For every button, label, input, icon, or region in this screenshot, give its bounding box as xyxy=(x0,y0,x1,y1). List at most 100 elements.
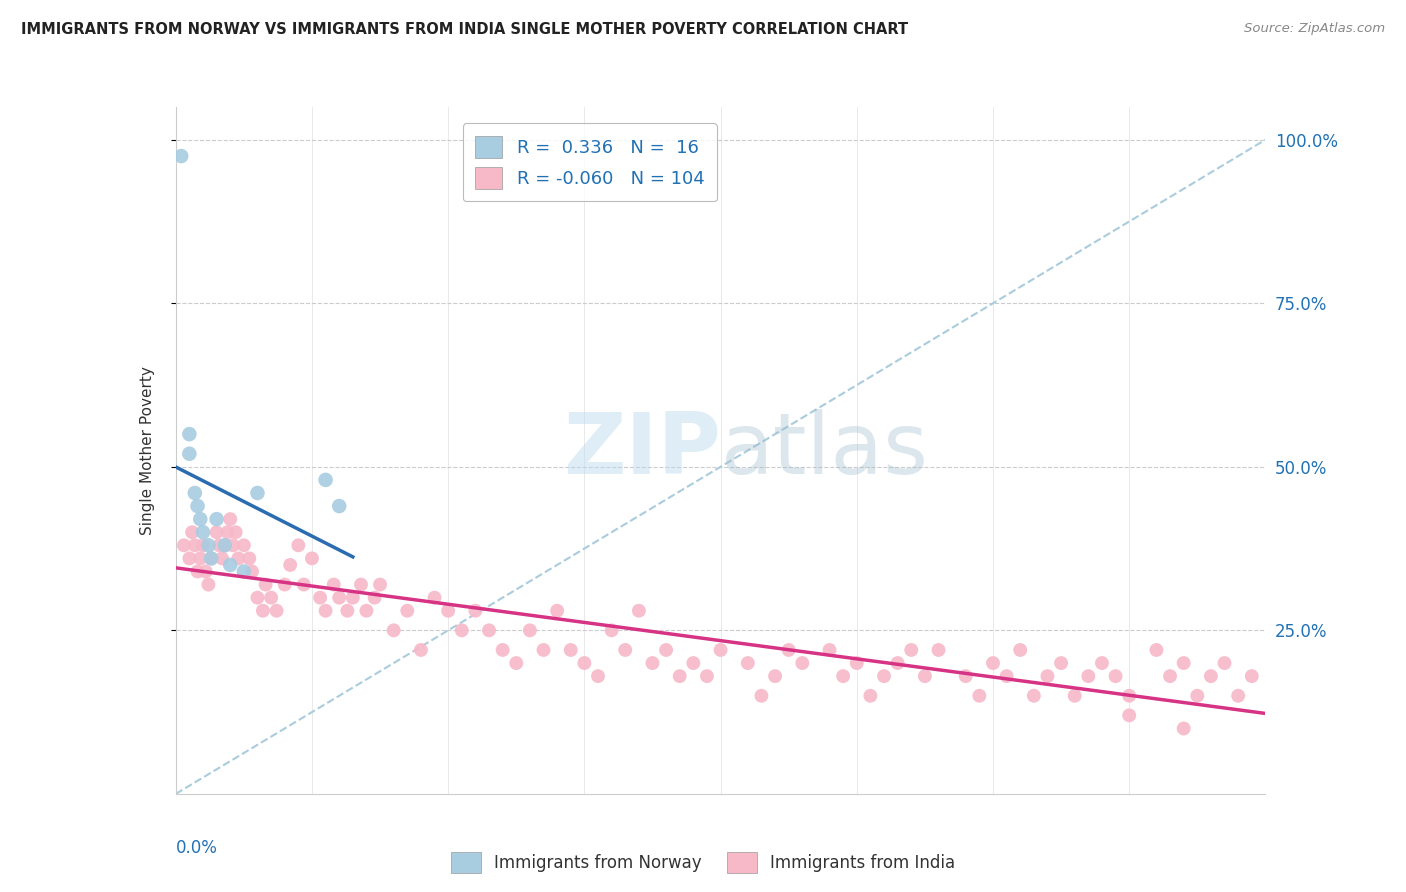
Point xyxy=(1050,656,1073,670)
Point xyxy=(301,551,323,566)
Point xyxy=(211,551,233,566)
Point xyxy=(682,656,704,670)
Point xyxy=(170,149,193,163)
Point xyxy=(1063,689,1085,703)
Point xyxy=(266,604,288,618)
Point xyxy=(969,689,991,703)
Point xyxy=(356,604,378,618)
Point xyxy=(505,656,527,670)
Point xyxy=(232,538,254,552)
Legend: R =  0.336   N =  16, R = -0.060   N = 104: R = 0.336 N = 16, R = -0.060 N = 104 xyxy=(463,123,717,202)
Point xyxy=(240,565,263,579)
Point xyxy=(696,669,718,683)
Point xyxy=(197,538,219,552)
Point xyxy=(179,447,201,461)
Point xyxy=(363,591,385,605)
Point xyxy=(214,538,236,552)
Point xyxy=(205,512,228,526)
Point xyxy=(181,525,204,540)
Point xyxy=(200,551,222,566)
Point xyxy=(191,538,214,552)
Point xyxy=(336,604,359,618)
Text: atlas: atlas xyxy=(721,409,928,492)
Point xyxy=(1104,669,1126,683)
Point xyxy=(900,643,922,657)
Point xyxy=(492,643,515,657)
Point xyxy=(1077,669,1099,683)
Point xyxy=(315,473,337,487)
Point xyxy=(1240,669,1263,683)
Point xyxy=(322,577,344,591)
Point xyxy=(533,643,555,657)
Point xyxy=(1213,656,1236,670)
Point xyxy=(287,538,309,552)
Point xyxy=(655,643,678,657)
Point xyxy=(217,525,239,540)
Point xyxy=(228,551,250,566)
Point xyxy=(437,604,460,618)
Point xyxy=(274,577,297,591)
Point xyxy=(186,499,209,513)
Point xyxy=(1187,689,1209,703)
Point xyxy=(238,551,260,566)
Point xyxy=(219,558,242,572)
Point xyxy=(886,656,908,670)
Point xyxy=(1118,689,1140,703)
Point xyxy=(246,591,269,605)
Point xyxy=(1159,669,1181,683)
Point xyxy=(382,624,405,638)
Point xyxy=(519,624,541,638)
Point xyxy=(315,604,337,618)
Point xyxy=(873,669,896,683)
Point xyxy=(328,591,350,605)
Point xyxy=(845,656,868,670)
Point xyxy=(342,591,364,605)
Point xyxy=(186,565,209,579)
Point xyxy=(191,525,214,540)
Point xyxy=(859,689,882,703)
Point xyxy=(184,538,207,552)
Point xyxy=(614,643,637,657)
Point xyxy=(1036,669,1059,683)
Point xyxy=(173,538,195,552)
Point xyxy=(232,565,254,579)
Point xyxy=(423,591,446,605)
Point xyxy=(260,591,283,605)
Point xyxy=(641,656,664,670)
Point xyxy=(574,656,596,670)
Point xyxy=(252,604,274,618)
Point xyxy=(710,643,733,657)
Point xyxy=(546,604,568,618)
Point xyxy=(1144,643,1167,657)
Point xyxy=(254,577,277,591)
Point xyxy=(478,624,501,638)
Text: IMMIGRANTS FROM NORWAY VS IMMIGRANTS FROM INDIA SINGLE MOTHER POVERTY CORRELATIO: IMMIGRANTS FROM NORWAY VS IMMIGRANTS FRO… xyxy=(21,22,908,37)
Point xyxy=(1022,689,1045,703)
Point xyxy=(179,427,201,442)
Point xyxy=(179,551,201,566)
Point xyxy=(188,512,211,526)
Text: Source: ZipAtlas.com: Source: ZipAtlas.com xyxy=(1244,22,1385,36)
Point xyxy=(188,551,211,566)
Point xyxy=(450,624,472,638)
Point xyxy=(737,656,759,670)
Point xyxy=(194,565,217,579)
Point xyxy=(208,538,231,552)
Point xyxy=(464,604,486,618)
Point xyxy=(409,643,432,657)
Point xyxy=(219,512,242,526)
Point xyxy=(668,669,690,683)
Point xyxy=(1227,689,1250,703)
Point xyxy=(627,604,650,618)
Point xyxy=(981,656,1004,670)
Point xyxy=(225,525,247,540)
Point xyxy=(955,669,977,683)
Point xyxy=(292,577,315,591)
Point xyxy=(350,577,373,591)
Point xyxy=(1091,656,1114,670)
Point xyxy=(914,669,936,683)
Point xyxy=(368,577,391,591)
Point xyxy=(1173,722,1195,736)
Point xyxy=(751,689,773,703)
Point xyxy=(246,486,269,500)
